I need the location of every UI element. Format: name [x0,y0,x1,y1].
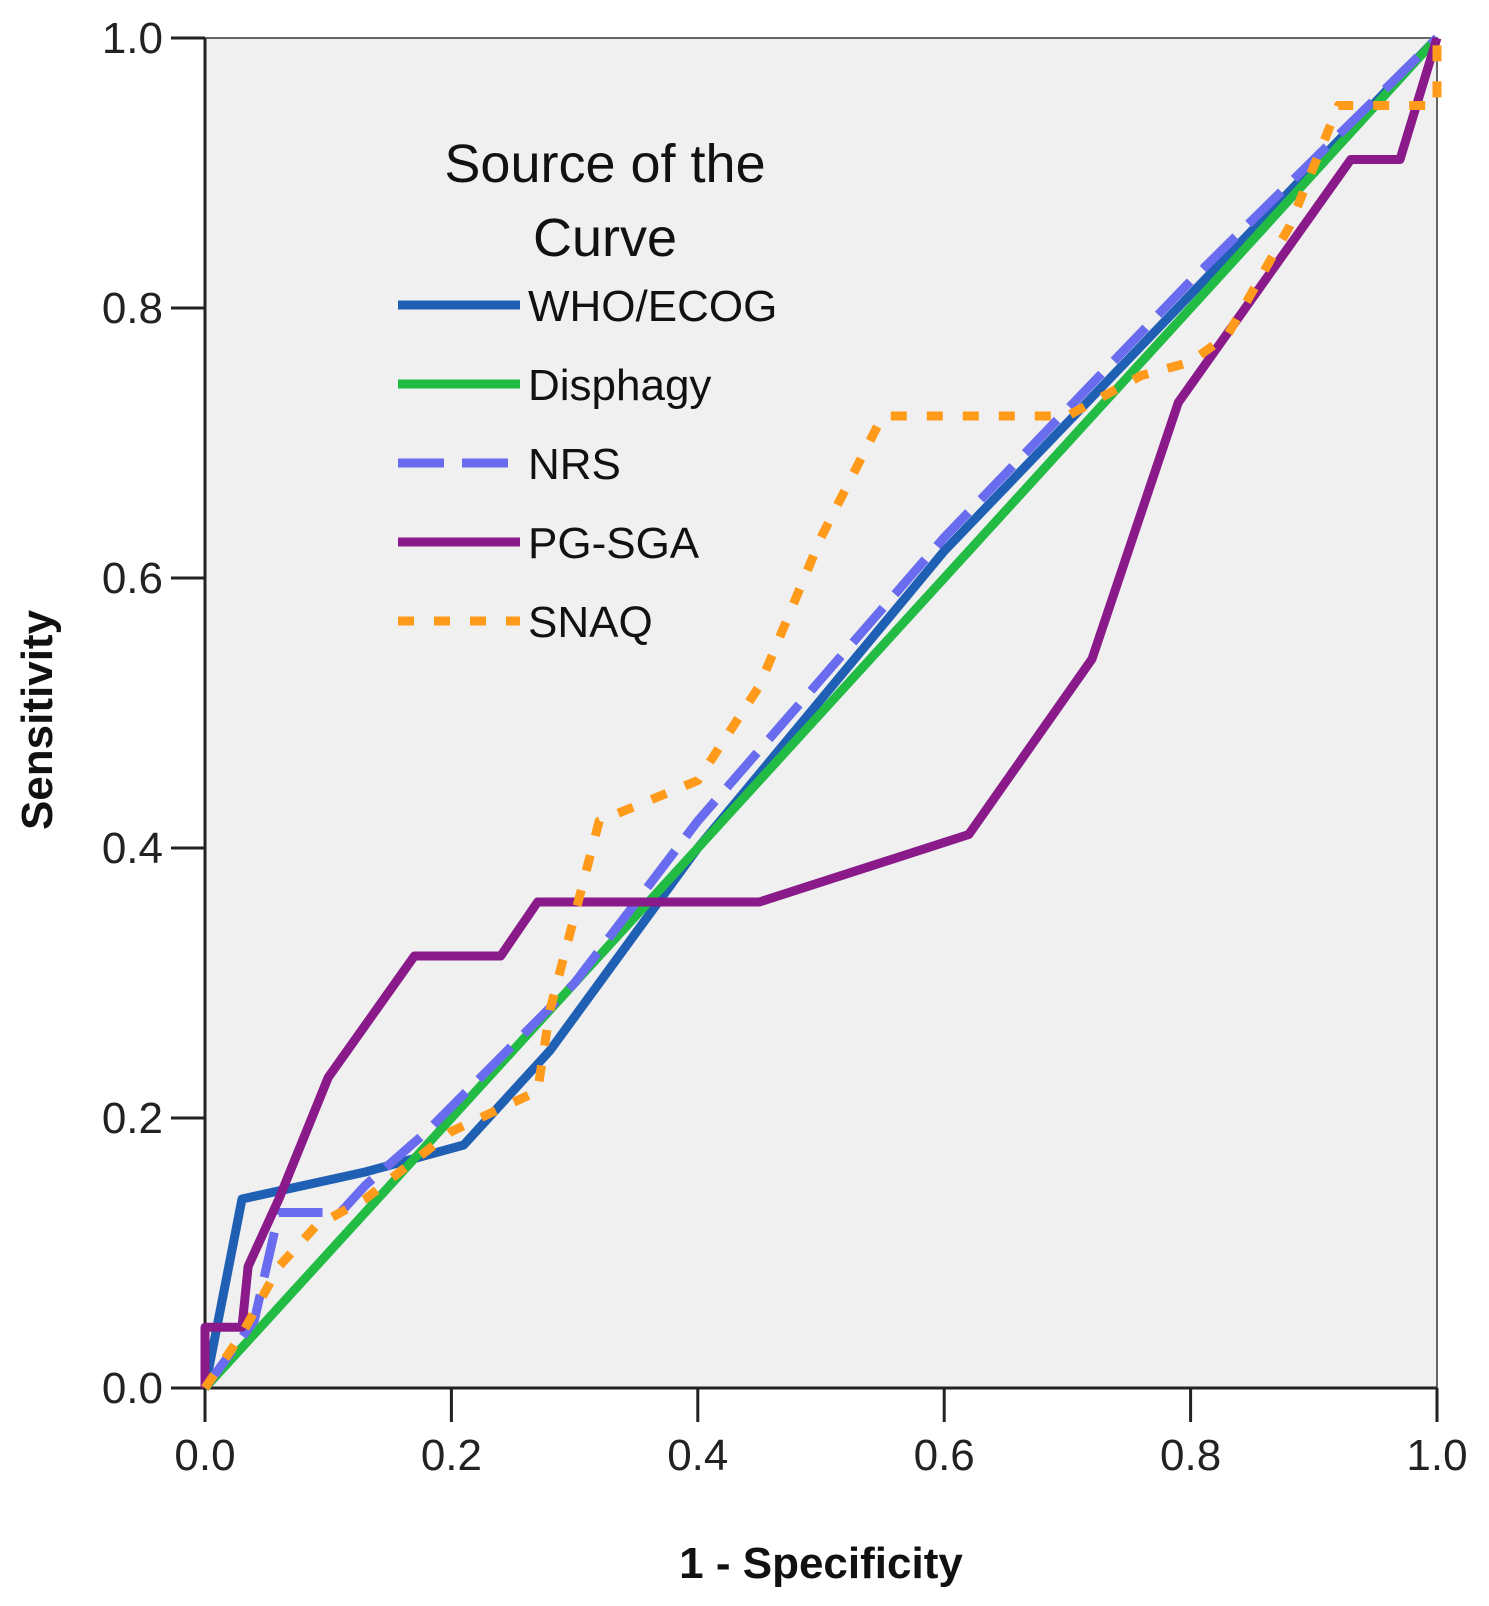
legend-label-who-ecog: WHO/ECOG [528,282,777,331]
x-tick-label-3: 0.6 [914,1431,975,1480]
y-tick-label-4: 0.8 [102,284,163,333]
legend-label-disphagy: Disphagy [528,361,711,410]
series-line-pg-sga [200,36,1442,1388]
legend-title-line-1: Source of the [444,134,765,194]
y-tick-label-3: 0.6 [102,554,163,603]
x-tick-label-5: 1.0 [1406,1431,1467,1480]
legend: Source of the Curve WHO/ECOG Disphagy NRS P… [398,134,777,647]
series-layer [200,34,1442,1392]
series-line-nrs [201,34,1441,1391]
x-tick-label-0: 0.0 [174,1431,235,1480]
legend-label-snaq: SNAQ [528,598,653,647]
x-tick-label-4: 0.8 [1160,1431,1221,1480]
y-tick-label-5: 1.0 [102,14,163,63]
legend-title-line-2: Curve [533,208,677,268]
legend-label-pg-sga: PG-SGA [528,519,700,568]
legend-label-nrs: NRS [528,440,621,489]
y-tick-label-2: 0.4 [102,824,163,873]
x-axis-title: 1 - Specificity [679,1539,963,1588]
series-line-disphagy [201,34,1441,1392]
x-tick-label-2: 0.4 [667,1431,728,1480]
series-line-snaq [201,38,1442,1391]
y-tick-label-1: 0.2 [102,1094,163,1143]
y-axis-title: Sensitivity [13,609,62,830]
y-tick-label-0: 0.0 [102,1364,163,1413]
x-axis: 0.0 0.2 0.4 0.6 0.8 1.0 [174,1386,1468,1480]
x-tick-label-1: 0.2 [421,1431,482,1480]
legend-items: WHO/ECOG Disphagy NRS PG-SGA SNAQ [398,282,777,647]
y-axis: 0.0 0.2 0.4 0.6 0.8 1.0 [102,14,207,1413]
